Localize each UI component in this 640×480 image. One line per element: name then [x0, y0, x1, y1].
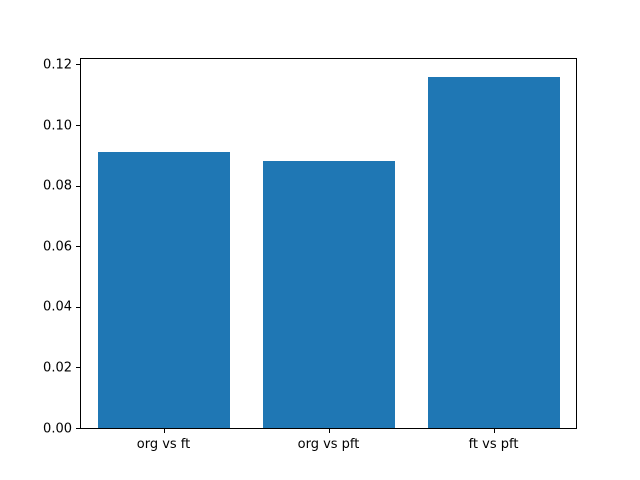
x-tick-label: org vs ft — [136, 437, 191, 452]
y-tick-label: 0.02 — [43, 360, 72, 376]
y-tick-label: 0.06 — [43, 239, 72, 255]
x-tick-mark — [163, 429, 165, 433]
y-tick-label: 0.00 — [43, 421, 72, 436]
x-tick-mark — [493, 429, 495, 433]
y-tick-label: 0.08 — [43, 178, 72, 194]
x-tick-mark — [328, 429, 330, 433]
y-tick-mark — [76, 246, 80, 248]
bar-ft-vs-pft — [427, 76, 560, 428]
y-tick-mark — [76, 428, 80, 429]
plot-area: 0.00 0.02 0.04 0.06 0.08 0.10 0.12 org vs ft org… — [43, 57, 577, 452]
x-tick-label: org vs pft — [297, 437, 360, 452]
bar-org-vs-ft — [97, 152, 230, 428]
y-tick-mark — [76, 367, 80, 369]
y-tick-mark — [76, 185, 80, 187]
y-tick-mark — [76, 306, 80, 308]
y-tick-label: 0.12 — [43, 57, 72, 73]
x-tick-label: ft vs pft — [468, 437, 519, 452]
bar-org-vs-pft — [262, 161, 395, 428]
y-tick-label: 0.10 — [43, 118, 72, 134]
y-tick-mark — [76, 125, 80, 127]
y-tick-label: 0.04 — [43, 299, 72, 315]
y-tick-mark — [76, 64, 80, 66]
